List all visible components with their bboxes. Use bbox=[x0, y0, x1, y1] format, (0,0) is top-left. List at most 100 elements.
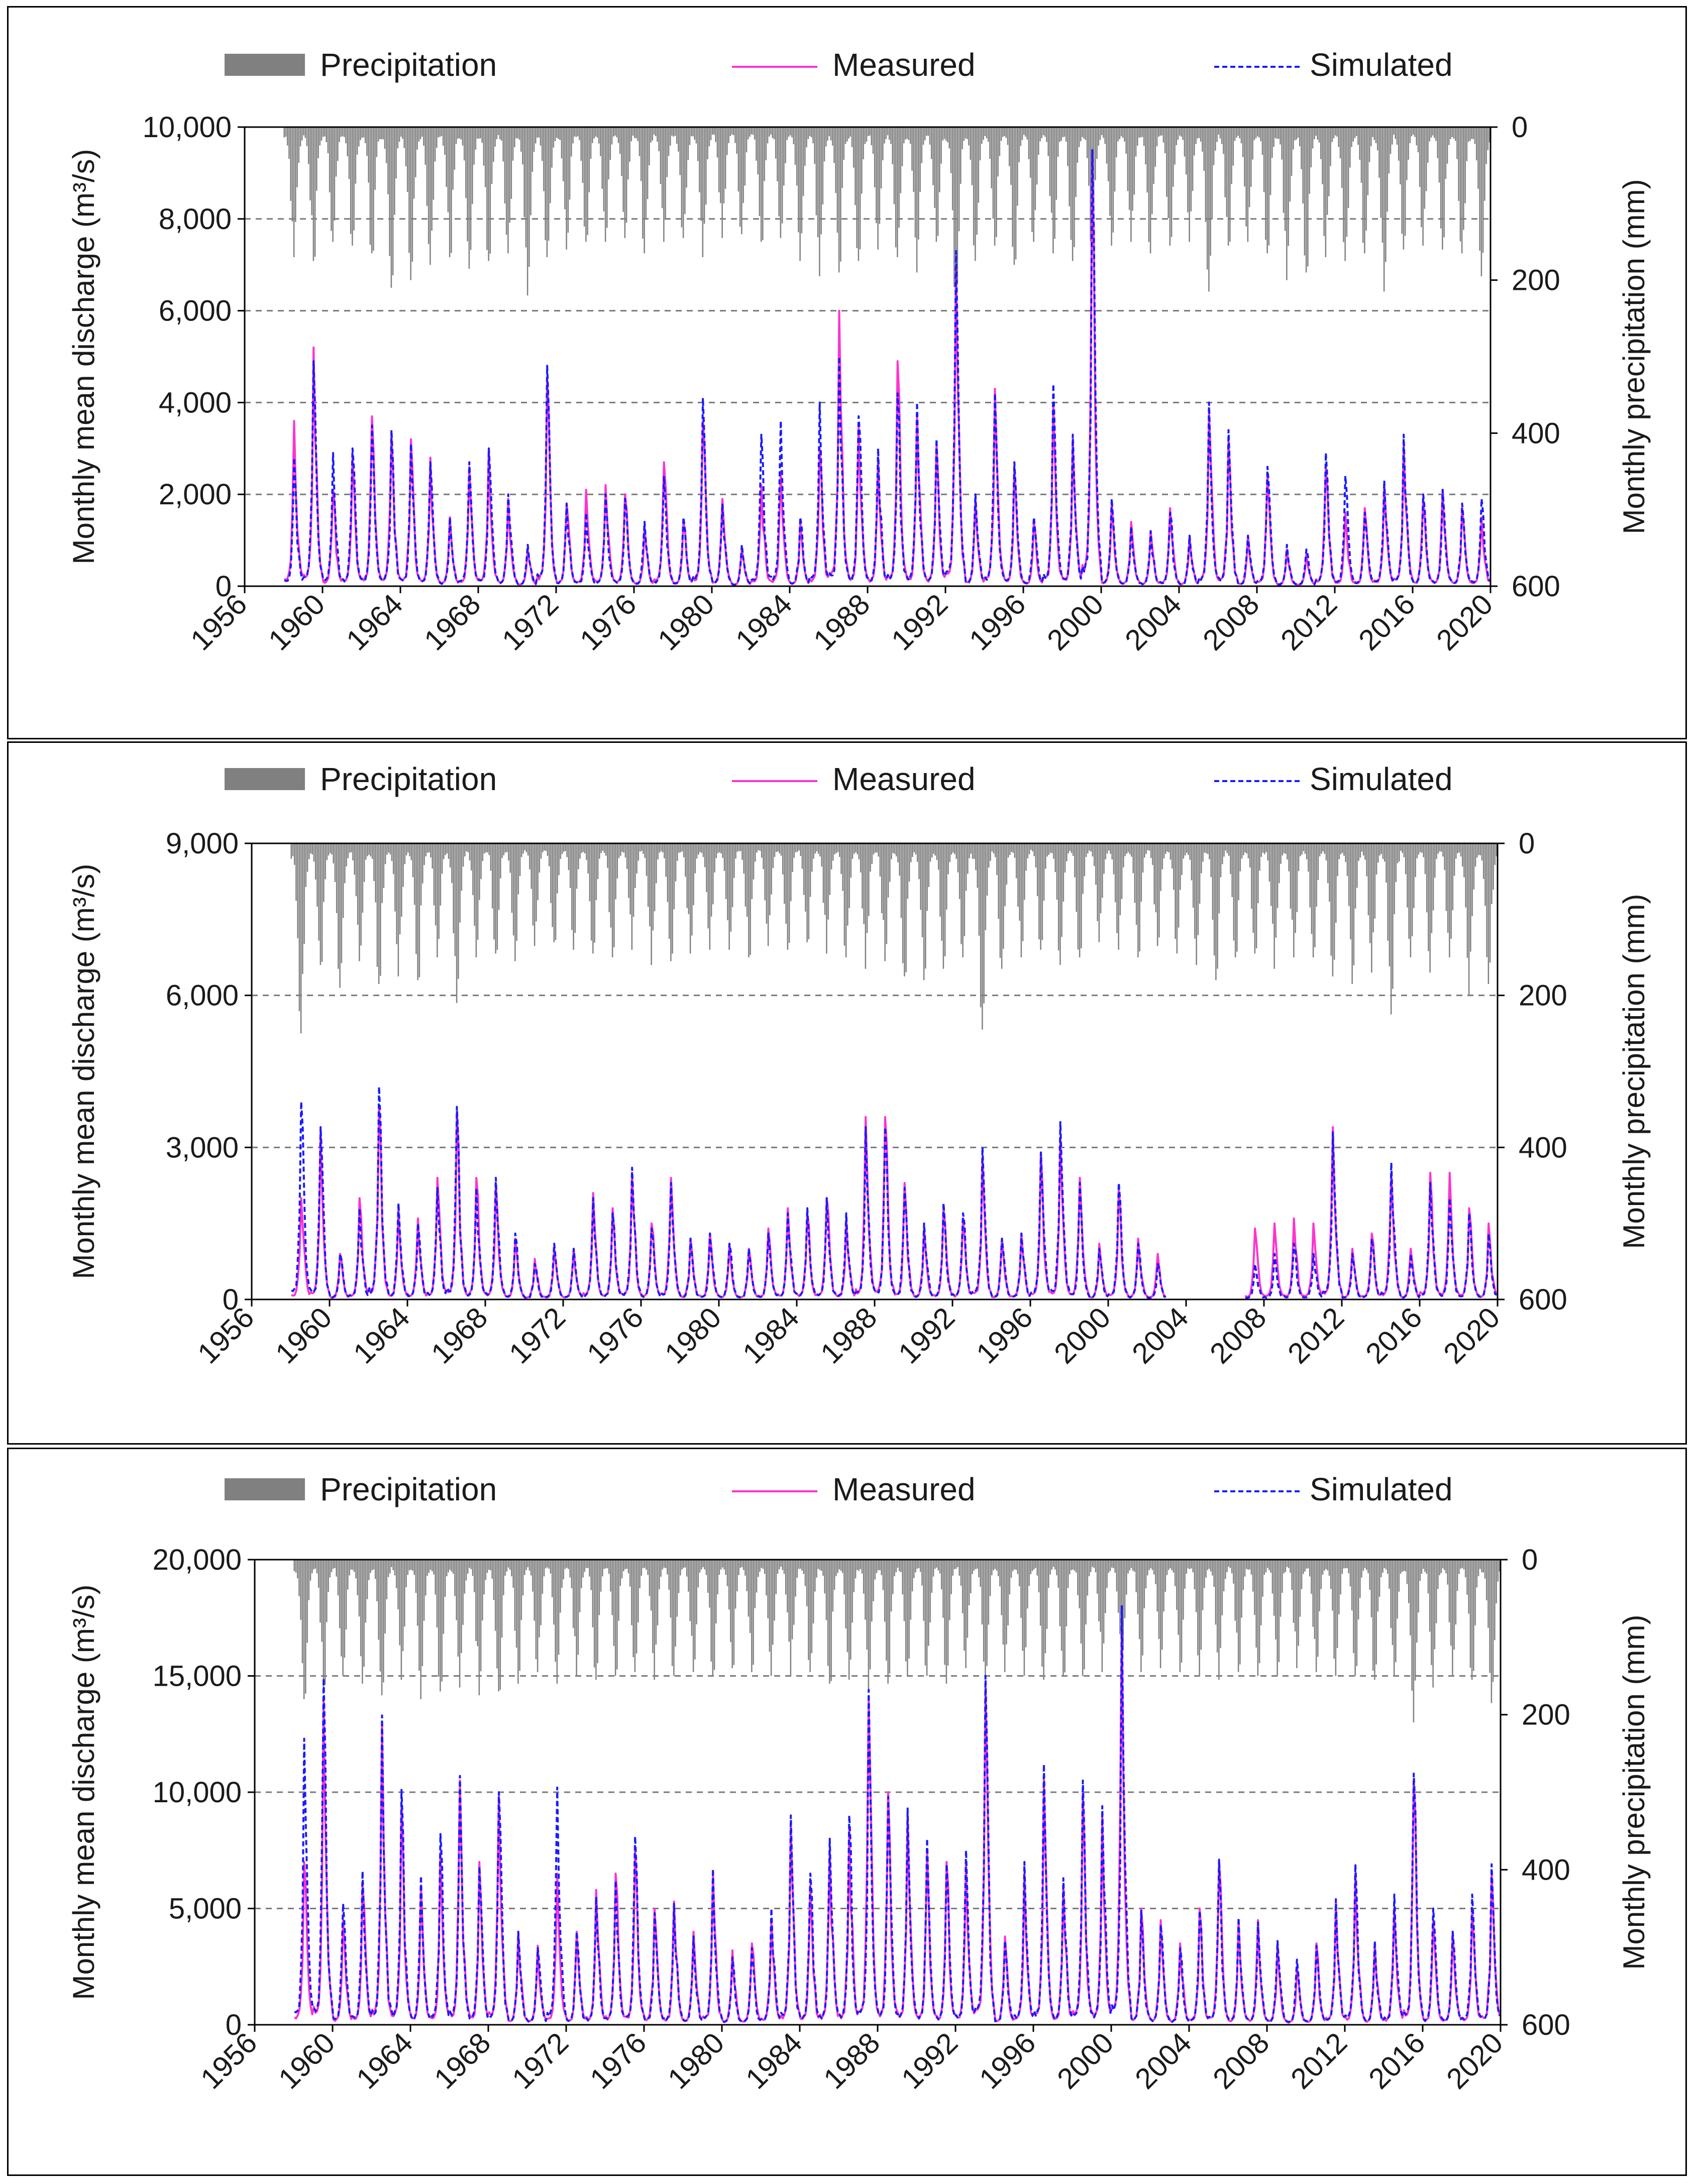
precipitation-bar bbox=[806, 843, 808, 942]
precipitation-bar bbox=[585, 1560, 587, 1568]
x-tick-label: 1960 bbox=[269, 1301, 338, 1370]
precipitation-bar bbox=[998, 843, 999, 919]
precipitation-bar bbox=[1424, 127, 1426, 209]
precipitation-bar bbox=[962, 1560, 964, 1613]
precipitation-bar bbox=[748, 843, 750, 957]
precipitation-bar bbox=[744, 127, 746, 186]
precipitation-bar bbox=[1168, 1560, 1169, 1570]
precipitation-bar bbox=[600, 843, 602, 853]
precipitation-bar bbox=[1273, 127, 1274, 147]
series-line-simulated bbox=[294, 1605, 1501, 2023]
precipitation-bar bbox=[880, 127, 882, 189]
precipitation-bar bbox=[1060, 127, 1062, 141]
precipitation-bar bbox=[773, 127, 775, 140]
precipitation-bar bbox=[957, 843, 959, 872]
precipitation-bar bbox=[1333, 127, 1335, 139]
precipitation-bar bbox=[1106, 843, 1108, 854]
legend-swatch-precipitation bbox=[225, 54, 305, 76]
precipitation-bar bbox=[882, 127, 884, 160]
precipitation-bar bbox=[1116, 843, 1118, 933]
precipitation-bar bbox=[451, 1560, 453, 1572]
precipitation-bar bbox=[1349, 1560, 1351, 1587]
precipitation-bar bbox=[1253, 127, 1255, 141]
precipitation-bar bbox=[1114, 1560, 1116, 1573]
x-tick-label: 1960 bbox=[262, 588, 331, 657]
precipitation-bar bbox=[1265, 127, 1266, 240]
precipitation-bar bbox=[1413, 1560, 1415, 1723]
precipitation-bar bbox=[519, 1560, 520, 1671]
precipitation-bar bbox=[521, 843, 522, 857]
precipitation-bar bbox=[819, 127, 820, 277]
precipitation-bar bbox=[641, 1560, 643, 1576]
precipitation-bar bbox=[1351, 843, 1353, 984]
precipitation-bar bbox=[547, 843, 549, 856]
precipitation-bar bbox=[1318, 127, 1320, 143]
precipitation-bar bbox=[645, 127, 647, 219]
precipitation-bar bbox=[360, 1560, 362, 1657]
precipitation-bar bbox=[1351, 127, 1352, 147]
precipitation-bar bbox=[922, 127, 924, 145]
precipitation-bar bbox=[1432, 127, 1434, 136]
x-tick-label: 1996 bbox=[973, 2026, 1042, 2095]
precipitation-bar bbox=[1098, 1560, 1100, 1621]
legend-label-precipitation: Precipitation bbox=[320, 761, 497, 797]
precipitation-bar bbox=[824, 1560, 825, 1594]
precipitation-bar bbox=[454, 843, 456, 956]
y2-tick-label: 400 bbox=[1512, 417, 1560, 450]
precipitation-bar bbox=[984, 127, 986, 136]
precipitation-bar bbox=[1130, 127, 1132, 242]
precipitation-bar bbox=[1151, 1560, 1153, 1570]
precipitation-bar bbox=[1472, 127, 1474, 139]
precipitation-bar bbox=[503, 1560, 504, 1595]
precipitation-bar bbox=[598, 1560, 600, 1615]
y-tick-label: 9,000 bbox=[166, 827, 239, 860]
precipitation-bar bbox=[1079, 1560, 1080, 1608]
precipitation-bar bbox=[986, 1560, 988, 1666]
precipitation-bar bbox=[461, 843, 463, 891]
precipitation-bar bbox=[572, 127, 574, 144]
precipitation-bar bbox=[1352, 127, 1354, 142]
precipitation-bar bbox=[1245, 127, 1247, 227]
precipitation-bar bbox=[1051, 843, 1053, 853]
precipitation-bar bbox=[1283, 127, 1285, 213]
precipitation-bar bbox=[1242, 1560, 1244, 1590]
precipitation-bar bbox=[582, 843, 584, 852]
precipitation-bar bbox=[613, 843, 615, 947]
precipitation-bar bbox=[720, 843, 722, 854]
precipitation-bar bbox=[403, 127, 405, 148]
precipitation-bar bbox=[1293, 843, 1295, 957]
precipitation-bar bbox=[1404, 127, 1406, 236]
precipitation-bar bbox=[853, 127, 855, 168]
precipitation-bar bbox=[1308, 843, 1309, 872]
precipitation-bar bbox=[803, 843, 805, 895]
precipitation-bar bbox=[1122, 127, 1124, 138]
precipitation-bar bbox=[758, 1560, 759, 1577]
precipitation-bar bbox=[574, 1560, 576, 1636]
precipitation-bar bbox=[1268, 127, 1270, 246]
precipitation-bar bbox=[381, 843, 383, 903]
precipitation-bar bbox=[438, 1560, 440, 1677]
precipitation-bar bbox=[1197, 1560, 1199, 1656]
precipitation-bar bbox=[508, 843, 509, 861]
precipitation-bar bbox=[373, 1560, 375, 1570]
precipitation-bar bbox=[515, 127, 517, 139]
precipitation-bar bbox=[587, 1560, 589, 1568]
precipitation-bar bbox=[1319, 843, 1321, 856]
precipitation-bar bbox=[1007, 1560, 1009, 1625]
precipitation-bar bbox=[1176, 1560, 1178, 1610]
precipitation-bar bbox=[449, 127, 451, 257]
precipitation-bar bbox=[1456, 127, 1458, 159]
precipitation-bar bbox=[875, 843, 876, 853]
precipitation-bar bbox=[555, 843, 557, 940]
precipitation-bar bbox=[560, 843, 562, 859]
precipitation-bar bbox=[1419, 127, 1421, 187]
precipitation-bar bbox=[1001, 1560, 1002, 1615]
y-tick-label: 15,000 bbox=[153, 1660, 242, 1693]
precipitation-bar bbox=[464, 843, 466, 857]
precipitation-bar bbox=[1489, 1560, 1491, 1673]
precipitation-bar bbox=[1041, 843, 1043, 940]
precipitation-bar bbox=[1030, 843, 1032, 850]
precipitation-bar bbox=[983, 127, 984, 140]
precipitation-bar bbox=[1395, 843, 1397, 883]
precipitation-bar bbox=[332, 127, 334, 242]
